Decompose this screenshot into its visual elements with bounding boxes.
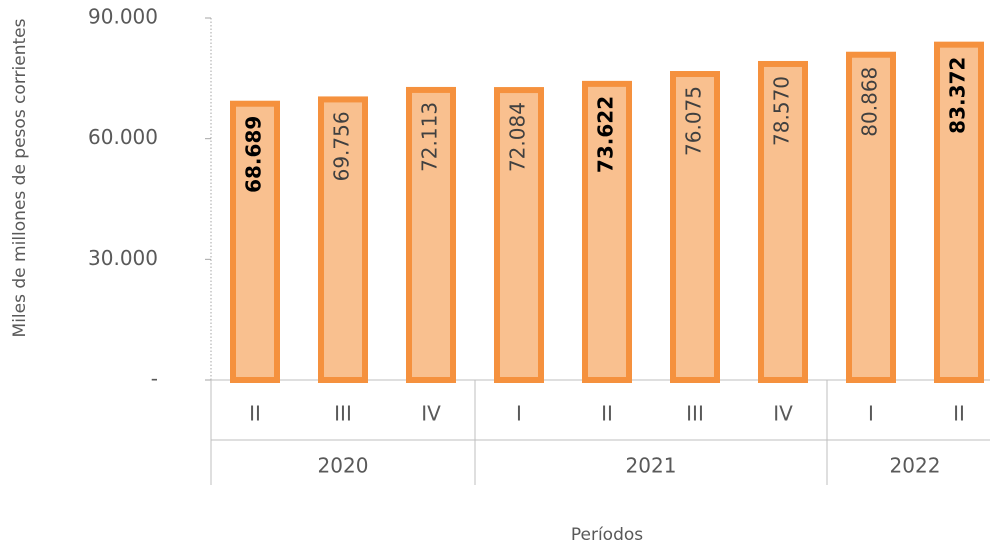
value-label: 78.570 bbox=[770, 76, 794, 146]
value-label: 72.084 bbox=[506, 102, 530, 172]
value-label: 73.622 bbox=[594, 96, 618, 173]
group-label: 2022 bbox=[890, 454, 941, 478]
bar bbox=[582, 80, 632, 384]
value-label: 68.689 bbox=[242, 116, 266, 193]
value-label: 80.868 bbox=[858, 67, 882, 137]
bar bbox=[846, 51, 896, 384]
group-label: 2021 bbox=[626, 454, 677, 478]
value-label: 69.756 bbox=[330, 111, 354, 181]
x-tick-label: IV bbox=[773, 402, 793, 426]
y-tick-label: 60.000 bbox=[88, 125, 158, 149]
y-axis-title: Miles de millones de pesos corrientes bbox=[10, 18, 30, 337]
group-label: 2020 bbox=[318, 454, 369, 478]
x-tick-label: II bbox=[249, 402, 261, 426]
y-tick-label: - bbox=[151, 367, 158, 391]
bar bbox=[230, 100, 280, 383]
x-axis-title: Períodos bbox=[571, 525, 643, 545]
x-tick-label: I bbox=[516, 402, 522, 426]
x-tick-label: II bbox=[601, 402, 613, 426]
x-tick-label: III bbox=[686, 402, 704, 426]
bar bbox=[318, 96, 368, 383]
y-tick-label: 90.000 bbox=[88, 5, 158, 29]
bar bbox=[758, 60, 808, 383]
bar bbox=[494, 87, 544, 383]
x-tick-label: II bbox=[953, 402, 965, 426]
value-label: 83.372 bbox=[946, 57, 970, 134]
bar bbox=[670, 71, 720, 384]
x-tick-label: IV bbox=[421, 402, 441, 426]
x-tick-label: III bbox=[334, 402, 352, 426]
bar bbox=[406, 86, 456, 383]
bar bbox=[934, 41, 984, 383]
value-label: 76.075 bbox=[682, 86, 706, 156]
x-tick-label: I bbox=[868, 402, 874, 426]
y-tick-label: 30.000 bbox=[88, 246, 158, 270]
value-label: 72.113 bbox=[418, 102, 442, 172]
